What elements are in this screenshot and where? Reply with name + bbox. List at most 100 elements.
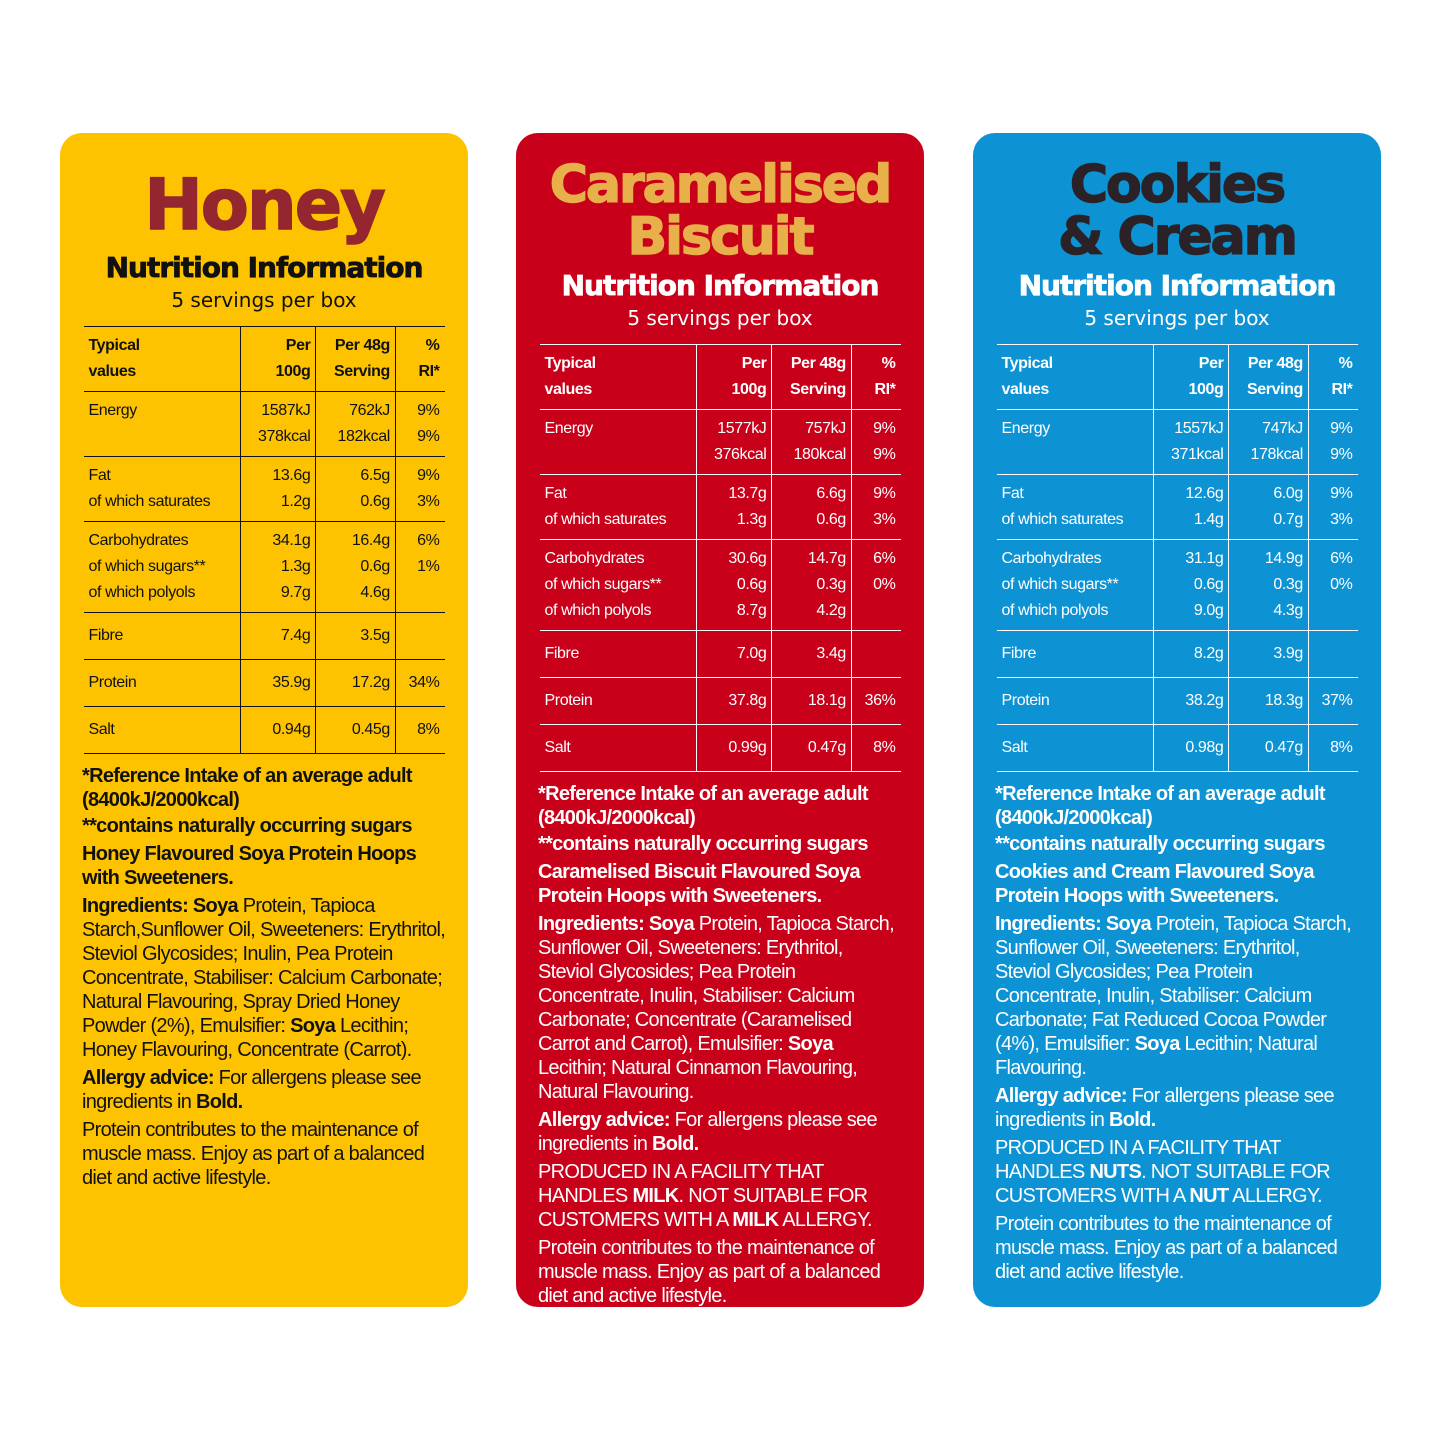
table-cell: Carbohydrates of which sugars** of which p… bbox=[540, 540, 697, 631]
cell-value: 757kJ bbox=[805, 420, 846, 437]
text-segment: Allergy advice: bbox=[82, 1067, 214, 1089]
cell-value: 1577kJ bbox=[717, 420, 767, 437]
text-segment: Protein contributes to the maintenance o… bbox=[995, 1213, 1338, 1283]
cell-value: of which sugars** bbox=[88, 558, 206, 575]
table-cell: 757kJ 180kcal bbox=[771, 409, 852, 475]
cell-value: 1.2g bbox=[280, 493, 311, 510]
header-cell: Typical values bbox=[1001, 355, 1054, 398]
table-cell: 14.9g 0.3g 4.3g bbox=[1228, 539, 1309, 631]
cell-value: 747kJ bbox=[1262, 420, 1303, 437]
text-segment: PRODUCED IN A FACILITY THAT HANDLES bbox=[995, 1137, 1281, 1183]
table-cell: 8% bbox=[1307, 724, 1358, 772]
text-segment: . NOT SUITABLE FOR CUSTOMERS WITH A bbox=[995, 1161, 1331, 1207]
cell-value: 30.6g bbox=[728, 550, 767, 567]
cell-value: 0.6g bbox=[736, 576, 767, 593]
table-row: Fat of which saturates 12.6g 1.4g 6.0g 0.7g 9%… bbox=[996, 474, 1358, 540]
text-segment: PRODUCED IN A FACILITY THAT HANDLES bbox=[538, 1161, 824, 1207]
cell-value: of which saturates bbox=[88, 493, 211, 510]
cell-value: 9% bbox=[417, 467, 440, 484]
text-segment: Ingredients: Soya bbox=[538, 913, 695, 935]
text-segment: Soya bbox=[787, 1033, 834, 1055]
cell-value: 6% bbox=[1330, 550, 1353, 567]
cell-value: of which sugars** bbox=[544, 576, 662, 593]
table-row: Fibre 8.2g 3.9g bbox=[996, 630, 1358, 678]
text-segment: For allergens please see ingredients in bbox=[82, 1067, 422, 1113]
title-line: Cookies bbox=[1069, 155, 1287, 215]
text-segment: MILK bbox=[732, 1209, 779, 1231]
cell-value: 6.0g bbox=[1273, 485, 1303, 502]
nutrition-card-honey: Honey Nutrition Information 5 servings per… bbox=[60, 133, 468, 1307]
text-segment: NUTS bbox=[1089, 1161, 1142, 1183]
text-segment: **contains naturally occurring sugars bbox=[538, 833, 868, 855]
text-segment: Lecithin; Honey Flavouring, Concentrate … bbox=[82, 1015, 412, 1061]
cell-value: 37% bbox=[1321, 692, 1353, 709]
cell-value: 14.9g bbox=[1264, 550, 1303, 567]
cell-value: 0.45g bbox=[351, 721, 390, 738]
table-row: Energy 1577kJ 376kcal 757kJ 180kcal 9% 9% bbox=[539, 409, 901, 475]
table-row: Fat of which saturates 13.7g 1.3g 6.6g 0.6g 9%… bbox=[539, 474, 901, 540]
table-cell: 9% 3% bbox=[1307, 474, 1358, 540]
cell-value: 36% bbox=[864, 692, 896, 709]
cell-value: Fibre bbox=[88, 627, 124, 644]
text-segment: Protein contributes to the maintenance o… bbox=[82, 1119, 425, 1189]
table-cell: Energy bbox=[540, 410, 697, 475]
cell-value bbox=[857, 598, 896, 624]
title-line: Caramelised bbox=[549, 155, 893, 215]
cell-value: of which saturates bbox=[1001, 511, 1124, 528]
table-cell: Carbohydrates of which sugars** of which p… bbox=[997, 540, 1154, 631]
header-cell: % RI* bbox=[394, 326, 445, 392]
cell-value: 16.4g bbox=[351, 532, 390, 549]
table-cell: 31.1g 0.6g 9.0g bbox=[1153, 539, 1229, 631]
cell-value: 13.7g bbox=[728, 485, 767, 502]
table-cell: 37% bbox=[1307, 677, 1358, 725]
cell-value: 9% bbox=[417, 428, 440, 445]
cell-value: 9.7g bbox=[280, 584, 311, 601]
text-segment: Caramelised Biscuit Flavoured Soya Prote… bbox=[538, 861, 861, 907]
paragraph: Protein contributes to the maintenance o… bbox=[82, 1118, 446, 1190]
cell-value: 376kcal bbox=[714, 446, 767, 463]
label-text: *Reference Intake of an average adult (8… bbox=[995, 782, 1359, 1284]
cell-value: 9% bbox=[873, 420, 896, 437]
table-cell: 0.98g bbox=[1153, 724, 1229, 772]
table-row: Energy 1557kJ 371kcal 747kJ 178kcal 9% 9% bbox=[996, 409, 1358, 475]
table-row: Fat of which saturates 13.6g 1.2g 6.5g 0.6g 9%… bbox=[83, 456, 445, 522]
table-cell: 0.47g bbox=[771, 724, 852, 772]
nutrition-heading: Nutrition Information bbox=[105, 251, 424, 285]
header-cell: Per 48g Serving bbox=[315, 326, 396, 392]
cell-value: 8.2g bbox=[1193, 645, 1224, 662]
table-cell bbox=[1307, 630, 1358, 678]
paragraph: Honey Flavoured Soya Protein Hoops with … bbox=[82, 842, 446, 890]
table-cell: Protein bbox=[84, 660, 241, 707]
cell-value: 9% bbox=[873, 485, 896, 502]
text-segment: For allergens please see ingredients in bbox=[538, 1109, 878, 1155]
cell-value: Protein bbox=[1001, 692, 1050, 709]
cell-value: 12.6g bbox=[1185, 485, 1224, 502]
table-cell: Salt bbox=[84, 707, 241, 754]
nutrition-table: Typical values Per 100g Per 48g Serving% R… bbox=[996, 344, 1358, 772]
cell-value: 35.9g bbox=[272, 674, 311, 691]
table-row: Protein 35.9g 17.2g 34% bbox=[83, 659, 445, 707]
table-cell: 8% bbox=[850, 724, 901, 772]
table-cell: Salt bbox=[540, 725, 697, 772]
cell-value: of which sugars** bbox=[1001, 576, 1119, 593]
cell-value: Salt bbox=[88, 721, 115, 738]
table-cell: 7.0g bbox=[696, 630, 772, 678]
label-text: *Reference Intake of an average adult (8… bbox=[82, 764, 446, 1190]
table-row: Protein 37.8g 18.1g 36% bbox=[539, 677, 901, 725]
cell-value: Carbohydrates bbox=[544, 550, 645, 567]
text-segment: *Reference Intake of an average adult (8… bbox=[995, 783, 1325, 829]
table-cell: 14.7g 0.3g 4.2g bbox=[771, 539, 852, 631]
cell-value: 178kcal bbox=[1250, 446, 1304, 463]
cell-value: 0.6g bbox=[360, 558, 390, 575]
table-row: Salt 0.98g 0.47g 8% bbox=[996, 724, 1358, 772]
table-cell: Energy bbox=[84, 392, 241, 457]
text-segment: Protein, Tapioca Starch, Sunflower Oil, … bbox=[538, 913, 895, 1055]
title-line: Biscuit bbox=[627, 207, 815, 267]
cell-value: 37.8g bbox=[728, 692, 767, 709]
text-segment: Allergy advice: bbox=[995, 1085, 1127, 1107]
cell-value: 4.3g bbox=[1273, 602, 1303, 619]
cell-value: 3.5g bbox=[360, 627, 390, 644]
paragraph: Ingredients: Soya Protein, Tapioca Starc… bbox=[82, 894, 446, 1062]
nutrition-table: Typical values Per 100g Per 48g Serving% R… bbox=[539, 344, 901, 772]
table-cell: 8% bbox=[394, 706, 445, 754]
